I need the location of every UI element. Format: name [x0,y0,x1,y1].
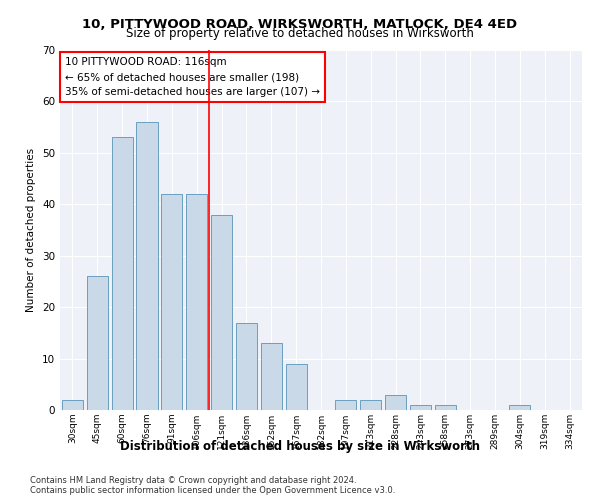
Bar [112,138,133,410]
Bar [385,394,406,410]
Bar [335,400,356,410]
Text: 10 PITTYWOOD ROAD: 116sqm
← 65% of detached houses are smaller (198)
35% of semi: 10 PITTYWOOD ROAD: 116sqm ← 65% of detac… [65,57,320,97]
Bar [410,405,431,410]
Bar [87,276,108,410]
Bar [286,364,307,410]
Bar [435,405,456,410]
Text: Contains HM Land Registry data © Crown copyright and database right 2024.: Contains HM Land Registry data © Crown c… [30,476,356,485]
Bar [261,343,282,410]
Y-axis label: Number of detached properties: Number of detached properties [26,148,37,312]
Bar [236,322,257,410]
Bar [509,405,530,410]
Bar [360,400,381,410]
Bar [211,214,232,410]
Text: Size of property relative to detached houses in Wirksworth: Size of property relative to detached ho… [126,28,474,40]
Text: 10, PITTYWOOD ROAD, WIRKSWORTH, MATLOCK, DE4 4ED: 10, PITTYWOOD ROAD, WIRKSWORTH, MATLOCK,… [82,18,518,30]
Bar [161,194,182,410]
Text: Contains public sector information licensed under the Open Government Licence v3: Contains public sector information licen… [30,486,395,495]
Bar [62,400,83,410]
Bar [186,194,207,410]
Bar [136,122,158,410]
Text: Distribution of detached houses by size in Wirksworth: Distribution of detached houses by size … [120,440,480,453]
